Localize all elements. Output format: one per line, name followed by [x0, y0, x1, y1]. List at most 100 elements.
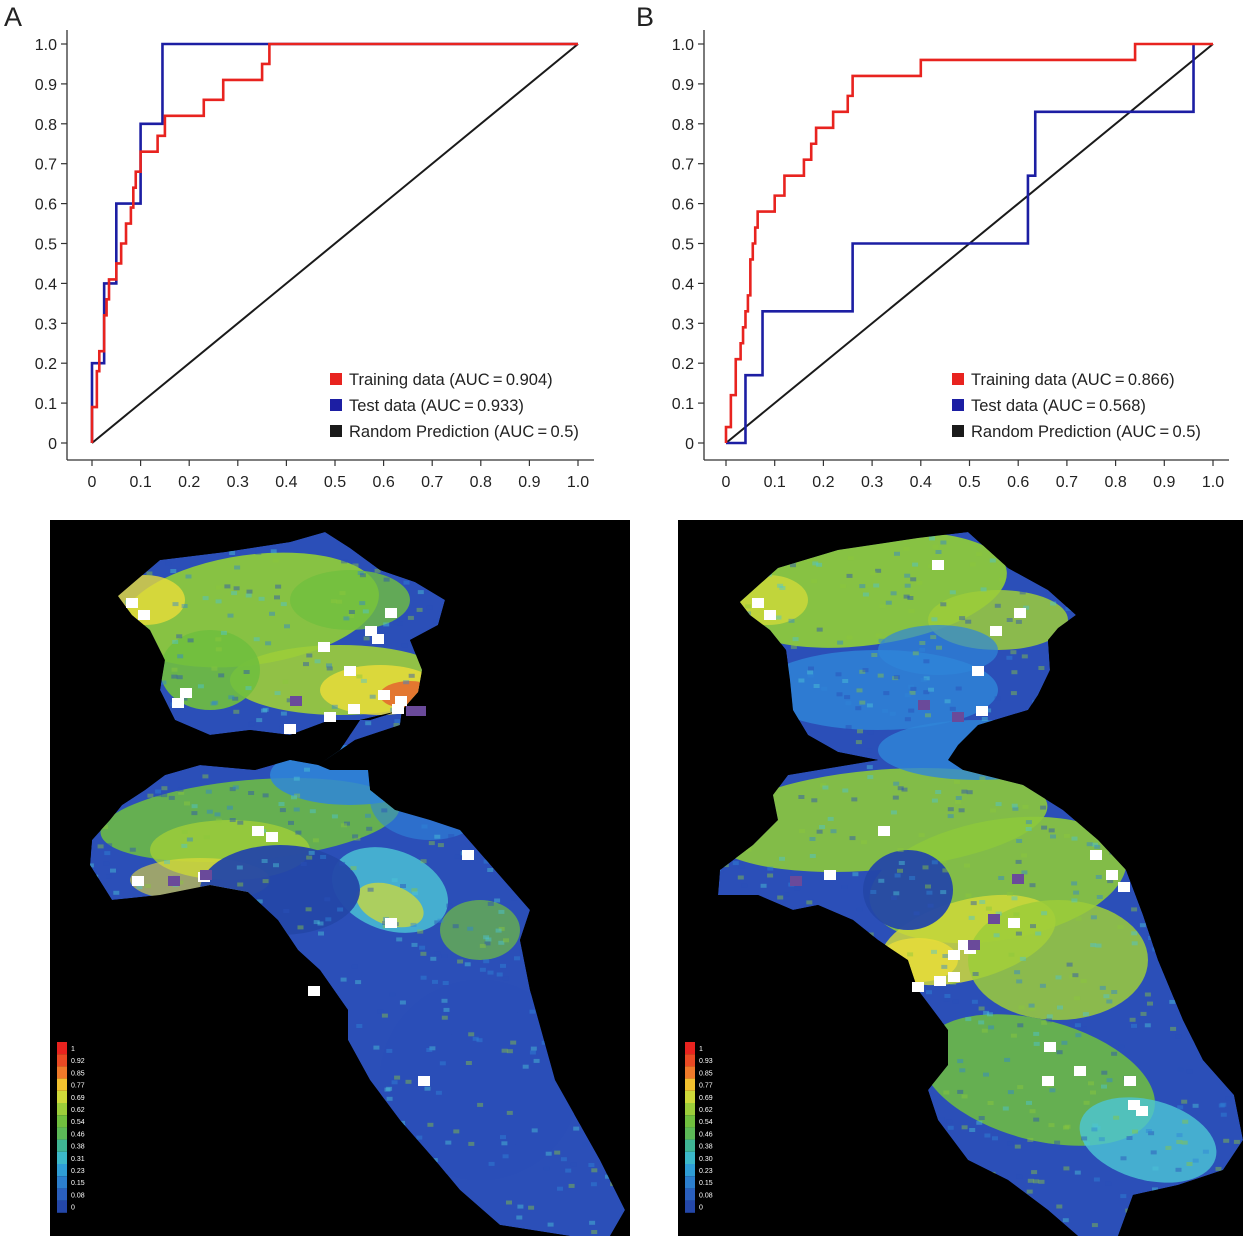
- scale-swatch: [685, 1042, 695, 1054]
- x-tick-label: 0.5: [958, 474, 980, 491]
- scale-swatch: [685, 1079, 695, 1091]
- training-site-marker: [172, 698, 184, 708]
- scale-label: 1: [71, 1046, 75, 1053]
- legend-label: Test data (AUC = 0.568): [971, 397, 1146, 415]
- scale-swatch: [57, 1164, 67, 1176]
- y-tick-label: 0.4: [672, 276, 694, 293]
- x-tick-label: 0.2: [812, 474, 834, 491]
- scale-swatch: [57, 1103, 67, 1115]
- y-tick-label: 0.6: [35, 197, 57, 214]
- scale-swatch: [57, 1188, 67, 1200]
- training-site-marker: [372, 634, 384, 644]
- scale-label: 0.54: [699, 1119, 713, 1126]
- training-site-marker: [1106, 870, 1118, 880]
- scale-swatch: [685, 1115, 695, 1127]
- legend-swatch: [952, 425, 964, 437]
- training-site-marker: [990, 626, 1002, 636]
- scale-label: 0.62: [71, 1107, 85, 1114]
- scale-swatch: [685, 1188, 695, 1200]
- scale-swatch: [685, 1066, 695, 1078]
- x-tick-label: 1.0: [1202, 474, 1224, 491]
- scale-label: 0.38: [71, 1144, 85, 1151]
- training-site-marker: [1136, 1106, 1148, 1116]
- y-tick-label: 0.1: [672, 396, 694, 413]
- scale-label: 0.15: [699, 1180, 713, 1187]
- training-site-marker: [180, 688, 192, 698]
- training-site-marker: [418, 1076, 430, 1086]
- scale-swatch: [685, 1103, 695, 1115]
- legend-label: Random Prediction (AUC = 0.5): [349, 423, 579, 441]
- scale-label: 1: [699, 1046, 703, 1053]
- scale-label: 0.69: [699, 1095, 713, 1102]
- scale-swatch: [57, 1079, 67, 1091]
- y-tick-label: 0.2: [672, 356, 694, 373]
- training-site-marker: [976, 706, 988, 716]
- scale-label: 0: [699, 1205, 703, 1212]
- x-tick-label: 0.4: [275, 474, 297, 491]
- legend-label: Training data (AUC = 0.904): [349, 371, 553, 389]
- scale-swatch: [57, 1115, 67, 1127]
- x-tick-label: 1.0: [567, 474, 589, 491]
- map-a-graphic: 10.920.850.770.690.620.540.460.380.310.2…: [50, 520, 630, 1236]
- map-b-graphic: 10.930.850.770.690.620.540.460.380.300.2…: [678, 520, 1243, 1236]
- training-site-marker: [878, 826, 890, 836]
- legend-swatch: [330, 373, 342, 385]
- legend-label: Test data (AUC = 0.933): [349, 397, 524, 415]
- scale-swatch: [57, 1127, 67, 1139]
- y-tick-label: 0.3: [672, 316, 694, 333]
- x-tick-label: 0.7: [421, 474, 443, 491]
- scale-swatch: [685, 1091, 695, 1103]
- training-site-marker: [1090, 850, 1102, 860]
- training-site-marker: [752, 598, 764, 608]
- scale-swatch: [57, 1140, 67, 1152]
- legend-swatch: [952, 399, 964, 411]
- test-site-marker: [1012, 874, 1024, 884]
- scale-label: 0.23: [71, 1168, 85, 1175]
- y-tick-label: 0.7: [35, 157, 57, 174]
- scale-label: 0.54: [71, 1119, 85, 1126]
- training-site-marker: [318, 642, 330, 652]
- scale-label: 0.46: [71, 1131, 85, 1138]
- test-site-marker: [918, 700, 930, 710]
- training-site-marker: [1042, 1076, 1054, 1086]
- y-tick-label: 0.8: [35, 117, 57, 134]
- scale-swatch: [57, 1066, 67, 1078]
- y-tick-label: 0.8: [672, 117, 694, 134]
- scale-swatch: [685, 1176, 695, 1188]
- x-tick-label: 0.6: [1007, 474, 1029, 491]
- training-site-marker: [126, 598, 138, 608]
- y-tick-label: 0: [685, 436, 694, 453]
- y-tick-label: 0.2: [35, 356, 57, 373]
- scale-swatch: [57, 1091, 67, 1103]
- x-tick-label: 0.9: [518, 474, 540, 491]
- y-tick-label: 0: [48, 436, 57, 453]
- training-site-marker: [385, 918, 397, 928]
- legend-swatch: [952, 373, 964, 385]
- x-tick-label: 0.1: [764, 474, 786, 491]
- test-site-marker: [968, 940, 980, 950]
- scale-label: 0.31: [71, 1156, 85, 1163]
- scale-label: 0.46: [699, 1131, 713, 1138]
- y-tick-label: 0.3: [35, 316, 57, 333]
- training-site-marker: [932, 560, 944, 570]
- training-site-marker: [1118, 882, 1130, 892]
- x-tick-label: 0: [88, 474, 97, 491]
- scale-swatch: [685, 1152, 695, 1164]
- y-tick-label: 1.0: [672, 37, 694, 54]
- training-site-marker: [252, 826, 264, 836]
- training-site-marker: [132, 876, 144, 886]
- training-site-marker: [764, 610, 776, 620]
- training-site-marker: [348, 704, 360, 714]
- x-tick-label: 0.6: [372, 474, 394, 491]
- training-site-marker: [1044, 1042, 1056, 1052]
- scale-swatch: [57, 1176, 67, 1188]
- test-site-marker: [290, 696, 302, 706]
- scale-swatch: [57, 1042, 67, 1054]
- scale-swatch: [685, 1201, 695, 1213]
- y-tick-label: 0.1: [35, 396, 57, 413]
- scale-swatch: [685, 1054, 695, 1066]
- x-tick-label: 0.7: [1056, 474, 1078, 491]
